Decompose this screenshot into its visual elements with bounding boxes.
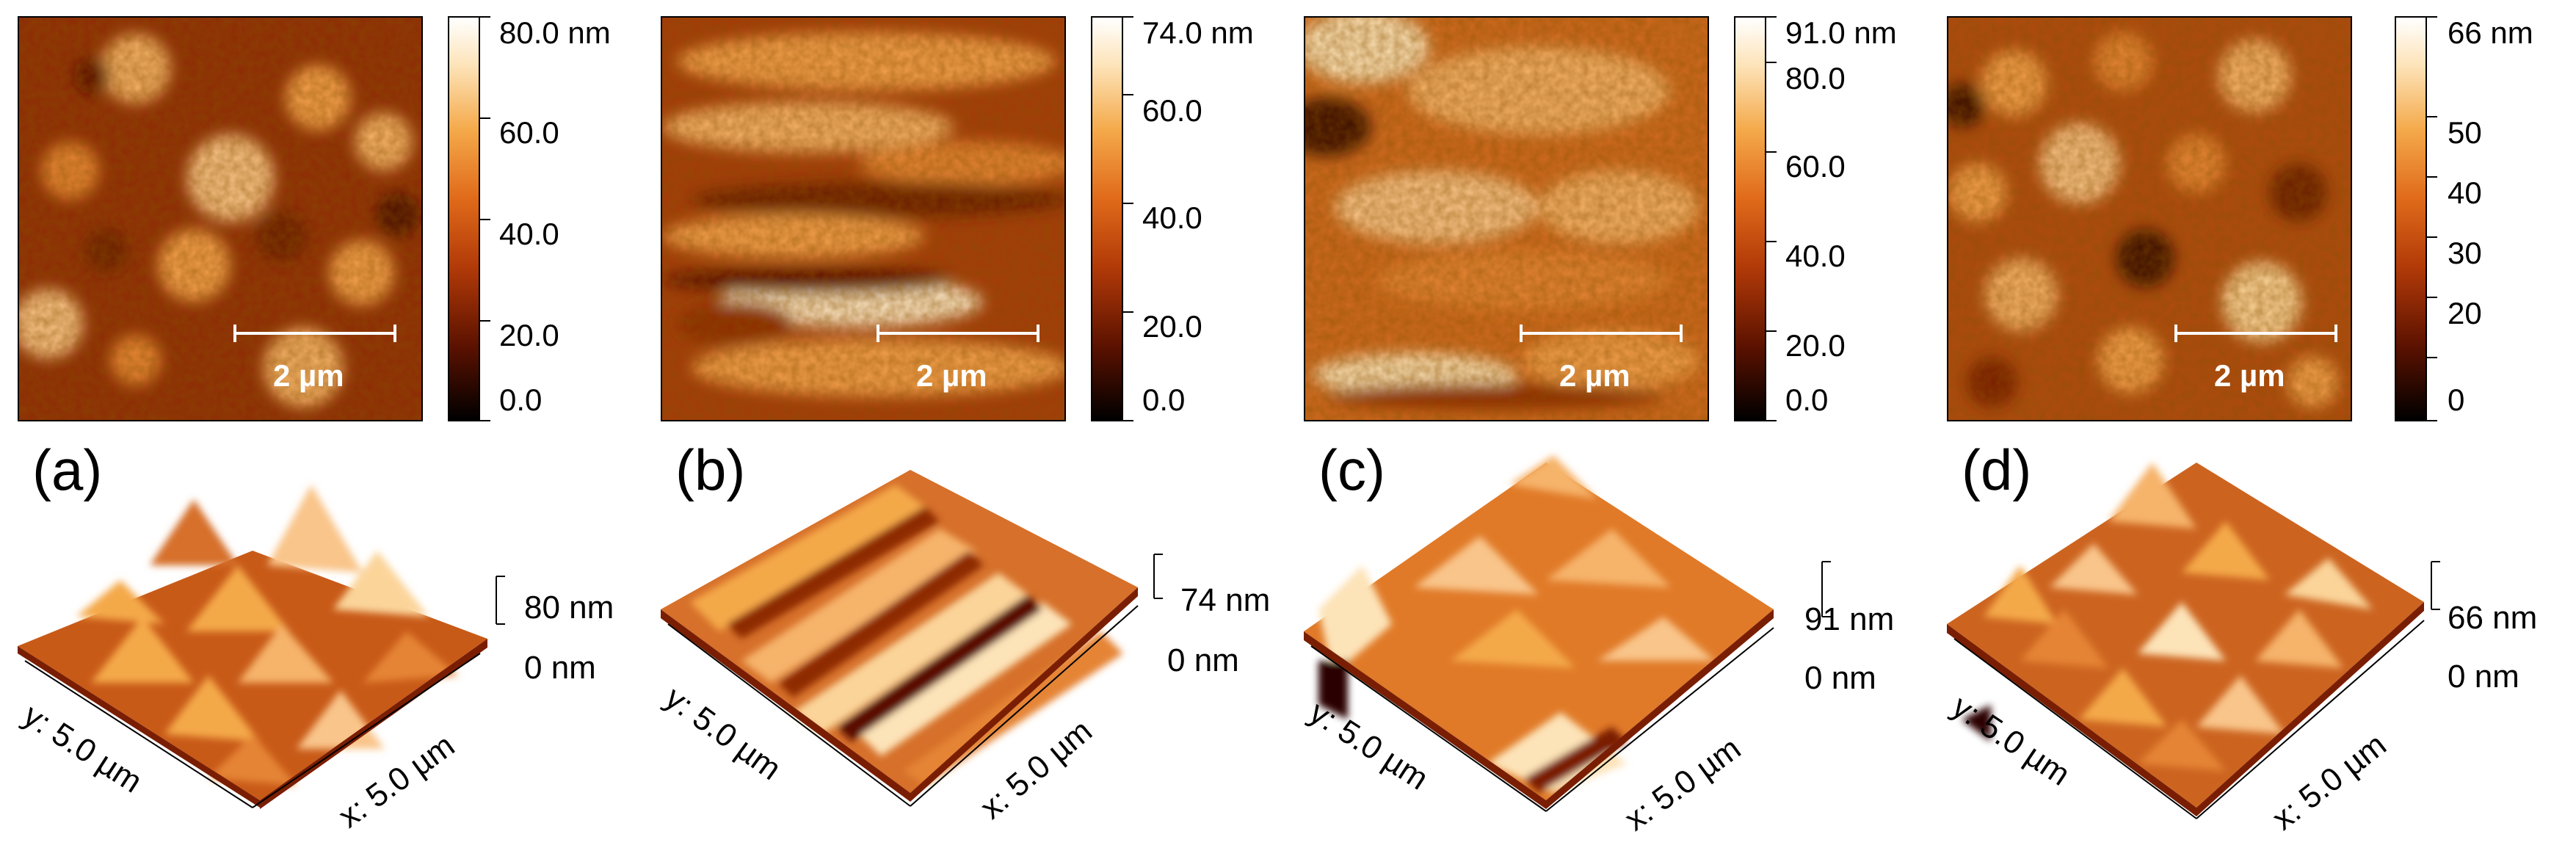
colorbar-tick xyxy=(2427,236,2437,238)
afm-panel-c: 2 µm 91.0 nm 80.0 60.0 40.0 20.0 0.0 xyxy=(1303,0,1948,859)
afm-panel-b: 2 µm 74.0 nm 60.0 40.0 20.0 0.0 xyxy=(658,0,1305,859)
afm-3d-view xyxy=(1947,441,2576,859)
afm-3d-view xyxy=(1304,441,1948,859)
colorbar-tick xyxy=(1766,62,1777,63)
colorbar-tick-label: 0 xyxy=(2448,383,2465,417)
afm-topography-image xyxy=(661,16,1066,421)
scale-bar-label: 2 µm xyxy=(2214,358,2285,393)
panel-label: (c) xyxy=(1318,438,1385,502)
colorbar-tick xyxy=(480,117,490,119)
scale-bar xyxy=(233,325,396,342)
afm-topography-image xyxy=(1947,16,2352,421)
colorbar xyxy=(1091,16,1123,421)
colorbar-tick xyxy=(1766,16,1777,18)
colorbar-tick-label: 60.0 xyxy=(1142,93,1202,128)
scale-bar xyxy=(877,325,1040,342)
scale-bar xyxy=(1520,325,1683,342)
colorbar-tick-label: 60.0 xyxy=(499,115,559,150)
panel-label: (a) xyxy=(32,438,103,502)
afm-panel-d: 2 µm 66 nm 50 40 30 20 0 xyxy=(1945,0,2576,859)
afm-3d-view xyxy=(18,441,661,859)
height-max-label: 91 nm xyxy=(1804,601,1895,637)
colorbar-tick-label: 20 xyxy=(2448,296,2482,330)
colorbar-tick-label: 20.0 xyxy=(1785,328,1846,363)
colorbar-tick-label: 0.0 xyxy=(1142,383,1186,417)
colorbar-tick xyxy=(480,16,490,18)
colorbar-tick xyxy=(1123,311,1133,313)
colorbar-tick xyxy=(2427,297,2437,298)
colorbar-tick xyxy=(1766,151,1777,153)
colorbar-max-label: 74.0 nm xyxy=(1142,15,1254,50)
colorbar xyxy=(1734,16,1766,421)
colorbar-tick-label: 40.0 xyxy=(1785,239,1846,273)
colorbar xyxy=(448,16,480,421)
colorbar-tick xyxy=(1766,330,1777,332)
panel-label: (b) xyxy=(675,438,746,502)
colorbar-tick xyxy=(2427,176,2437,178)
colorbar-tick xyxy=(1123,16,1133,18)
colorbar-tick-label: 20.0 xyxy=(499,318,559,352)
scale-bar xyxy=(2174,325,2337,342)
colorbar-tick xyxy=(480,320,490,322)
colorbar-tick xyxy=(1766,420,1777,421)
colorbar-tick-label: 50 xyxy=(2448,115,2482,150)
colorbar-max-label: 91.0 nm xyxy=(1785,15,1897,50)
colorbar-tick-label: 40 xyxy=(2448,175,2482,210)
colorbar-tick xyxy=(480,219,490,220)
colorbar-tick xyxy=(2427,16,2437,18)
afm-topography-image xyxy=(18,16,423,421)
colorbar xyxy=(2395,16,2427,421)
colorbar-max-label: 80.0 nm xyxy=(499,15,611,50)
height-min-label: 0 nm xyxy=(2448,659,2519,695)
scale-bar-label: 2 µm xyxy=(273,358,344,393)
colorbar-tick-label: 20.0 xyxy=(1142,309,1202,344)
colorbar-tick-label: 80.0 xyxy=(1785,61,1846,95)
colorbar-tick xyxy=(2427,116,2437,117)
colorbar-tick-label: 40.0 xyxy=(1142,200,1202,235)
afm-topography-image xyxy=(1304,16,1709,421)
colorbar-tick xyxy=(1123,94,1133,95)
height-max-label: 66 nm xyxy=(2448,600,2538,636)
height-min-label: 0 nm xyxy=(1167,642,1239,678)
colorbar-tick-label: 30 xyxy=(2448,236,2482,270)
colorbar-tick-label: 0.0 xyxy=(1785,383,1829,417)
colorbar-tick xyxy=(480,420,490,421)
height-max-label: 80 nm xyxy=(524,590,614,626)
height-min-label: 0 nm xyxy=(1804,660,1876,696)
colorbar-tick xyxy=(1123,203,1133,204)
colorbar-tick-label: 60.0 xyxy=(1785,149,1846,184)
afm-panel-a: 2 µm 80.0 nm 60.0 40.0 20.0 0.0 xyxy=(17,0,661,859)
scale-bar-label: 2 µm xyxy=(1559,358,1630,393)
colorbar-tick xyxy=(2427,420,2437,421)
colorbar-tick-label: 0.0 xyxy=(499,383,543,417)
height-min-label: 0 nm xyxy=(524,650,596,686)
afm-3d-view xyxy=(661,441,1305,859)
colorbar-tick xyxy=(1123,420,1133,421)
colorbar-tick-label: 40.0 xyxy=(499,217,559,251)
colorbar-tick xyxy=(2427,357,2437,358)
panel-label: (d) xyxy=(1962,438,2032,502)
scale-bar-label: 2 µm xyxy=(916,358,987,393)
colorbar-max-label: 66 nm xyxy=(2448,15,2533,50)
height-max-label: 74 nm xyxy=(1180,582,1271,618)
colorbar-tick xyxy=(1766,241,1777,242)
